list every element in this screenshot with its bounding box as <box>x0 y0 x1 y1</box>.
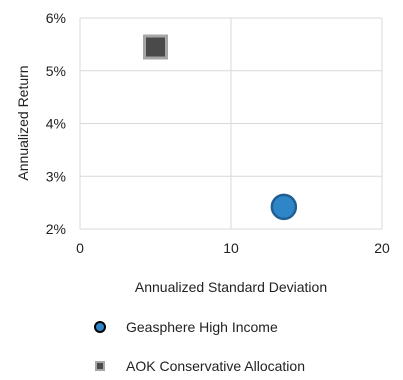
point-geasphere-high-income <box>270 193 298 221</box>
legend-label: AOK Conservative Allocation <box>126 358 305 374</box>
x-axis-label: Annualized Standard Deviation <box>135 279 327 295</box>
legend-marker-circle <box>94 321 106 333</box>
legend: Geasphere High Income AOK Conservative Al… <box>94 319 305 374</box>
x-tick-label: 10 <box>223 240 239 256</box>
x-tick-label: 20 <box>374 240 390 256</box>
legend-label: Geasphere High Income <box>126 319 278 335</box>
y-tick-label: 2% <box>46 221 66 237</box>
y-tick-label: 6% <box>46 10 66 26</box>
y-tick-labels: 2% 3% 4% 5% 6% <box>46 10 66 237</box>
y-tick-label: 5% <box>46 63 66 79</box>
y-tick-label: 3% <box>46 168 66 184</box>
y-tick-label: 4% <box>46 116 66 132</box>
data-points <box>143 34 298 221</box>
y-axis-label: Annualized Return <box>15 65 31 180</box>
grid <box>79 17 383 230</box>
x-tick-labels: 0 10 20 <box>76 240 390 256</box>
point-aok-conservative-allocation <box>143 34 168 60</box>
x-tick-label: 0 <box>76 240 84 256</box>
legend-marker-square <box>95 361 105 371</box>
